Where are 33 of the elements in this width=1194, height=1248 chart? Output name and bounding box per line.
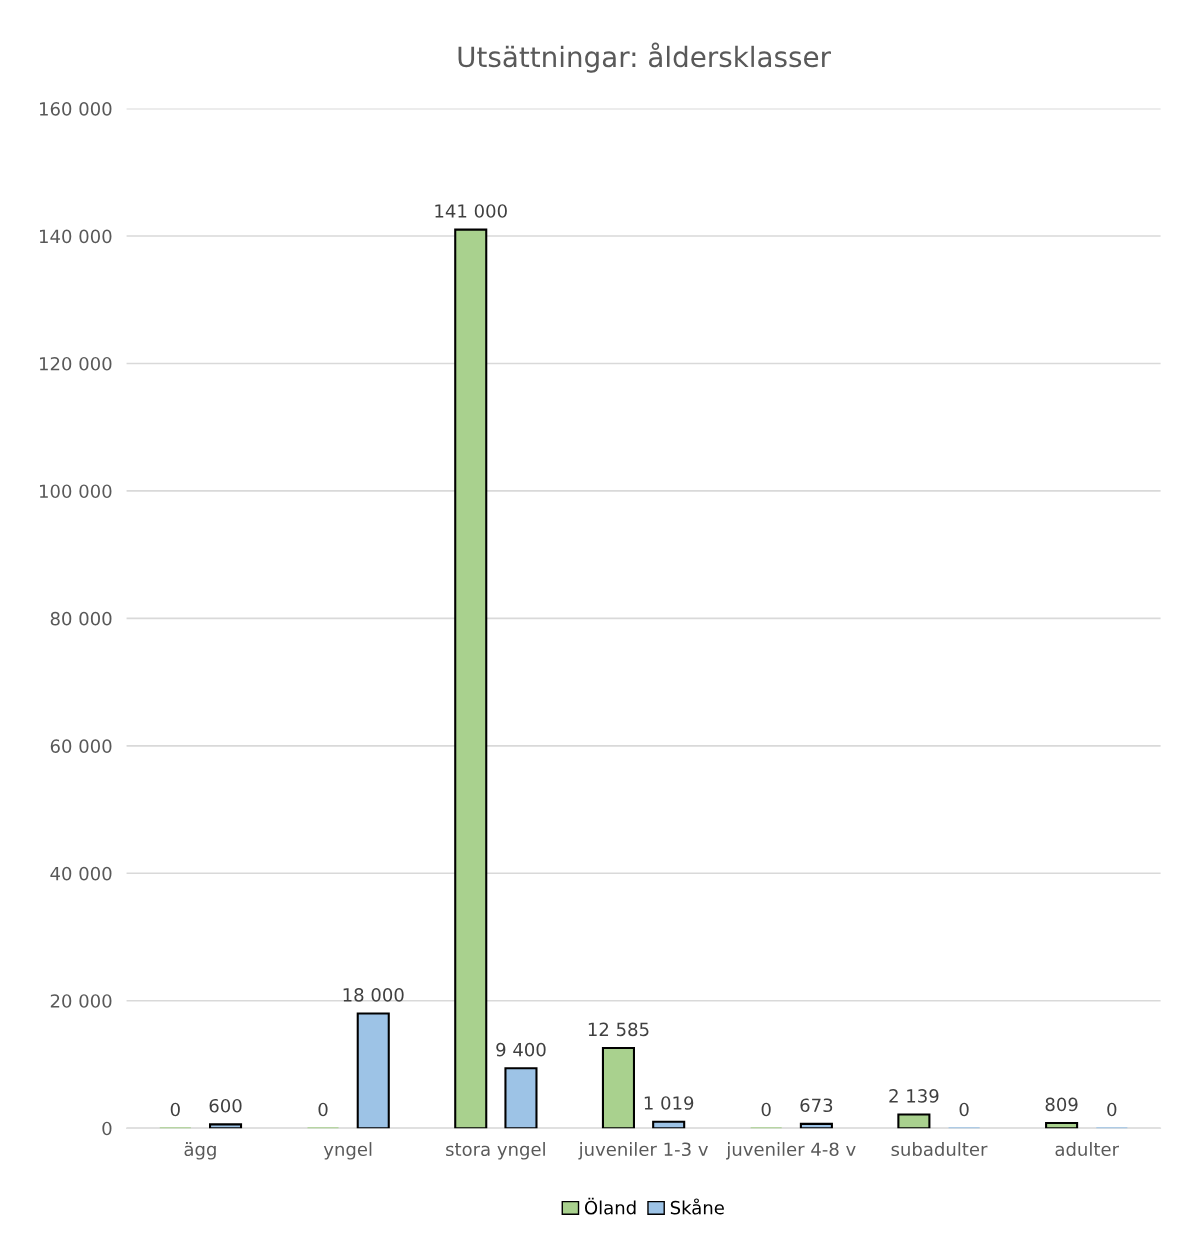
x-tick-label: stora yngel <box>446 1142 545 1160</box>
data-label: 9 400 <box>496 1042 546 1057</box>
data-label: 2 139 <box>889 1089 939 1103</box>
chart-title: Utsättningar: åldersklasser <box>458 42 831 73</box>
data-label: 1 019 <box>644 1096 694 1110</box>
legend-label: Skåne <box>670 1198 724 1215</box>
y-tick-label: 120 000 <box>39 356 112 371</box>
data-label: 141 000 <box>435 204 507 218</box>
data-label: 600 <box>209 1098 242 1113</box>
y-tick-label: 40 000 <box>50 866 112 881</box>
data-label: 0 <box>761 1102 771 1117</box>
data-label: 0 <box>1107 1102 1117 1117</box>
x-tick-label: yngel <box>323 1142 372 1160</box>
data-label: 18 000 <box>343 988 404 1002</box>
x-tick-label: adulter <box>1055 1142 1120 1157</box>
data-label: 0 <box>170 1102 180 1117</box>
x-tick-label: juveniler 4-8 v <box>726 1142 856 1160</box>
y-tick-label: 80 000 <box>50 611 112 626</box>
y-tick-label: 100 000 <box>39 484 112 499</box>
legend-label: Öland <box>584 1197 636 1215</box>
x-tick-label: ägg <box>184 1142 216 1160</box>
data-label: 673 <box>800 1098 833 1113</box>
data-label: 809 <box>1045 1097 1078 1112</box>
y-tick-label: 60 000 <box>50 739 112 753</box>
x-tick-label: juveniler 1-3 v <box>578 1142 708 1160</box>
data-label: 0 <box>959 1102 969 1117</box>
data-label: 12 585 <box>588 1022 649 1037</box>
y-tick-label: 20 000 <box>50 994 112 1008</box>
y-tick-label: 140 000 <box>39 229 112 244</box>
x-tick-label: subadulter <box>891 1142 988 1157</box>
data-label: 0 <box>318 1102 328 1117</box>
y-tick-label: 160 000 <box>39 102 112 116</box>
y-tick-label: 0 <box>102 1121 112 1136</box>
